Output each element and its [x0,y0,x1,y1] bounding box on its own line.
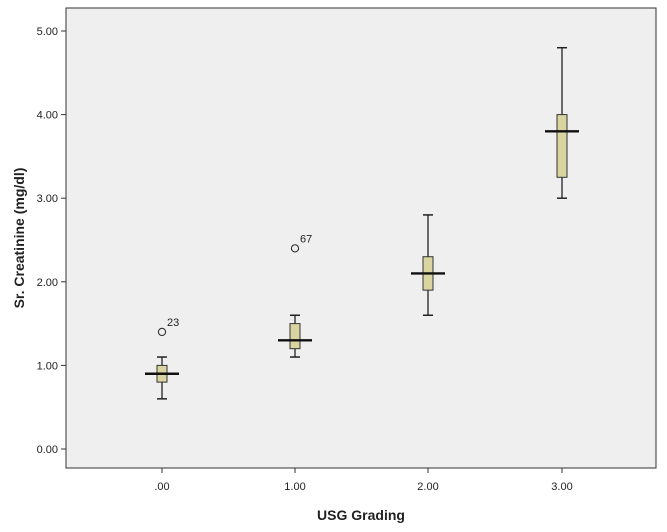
x-tick-label: 2.00 [417,481,438,493]
box-3 [545,46,579,199]
plot-area [65,7,657,469]
y-tick-label: 2.00 [37,277,58,289]
y-axis: 0.00 1.00 2.00 3.00 4.00 5.00 [37,26,66,456]
boxes: 23 67 [145,46,579,400]
x-tick-label: .00 [154,481,169,493]
x-axis: .00 1.00 2.00 3.00 [154,468,573,493]
iqr-box [556,114,568,178]
box-0: 23 [145,317,179,400]
y-tick-label: 4.00 [37,110,58,122]
outlier-label: 23 [167,317,179,329]
x-tick-label: 3.00 [551,481,572,493]
outlier-point [157,327,167,337]
x-tick-label: 1.00 [284,481,305,493]
y-tick-label: 1.00 [37,360,58,372]
box-2 [411,214,445,316]
iqr-box [289,323,301,350]
y-tick-label: 3.00 [37,193,58,205]
box-1: 67 [278,233,312,358]
y-tick-label: 5.00 [37,26,58,38]
x-axis-title: USG Grading [317,507,405,523]
outlier-label: 67 [300,233,312,245]
y-tick-label: 0.00 [37,444,58,456]
y-axis-title: Sr. Creatinine (mg/dl) [11,168,27,309]
outlier-point [290,244,300,253]
